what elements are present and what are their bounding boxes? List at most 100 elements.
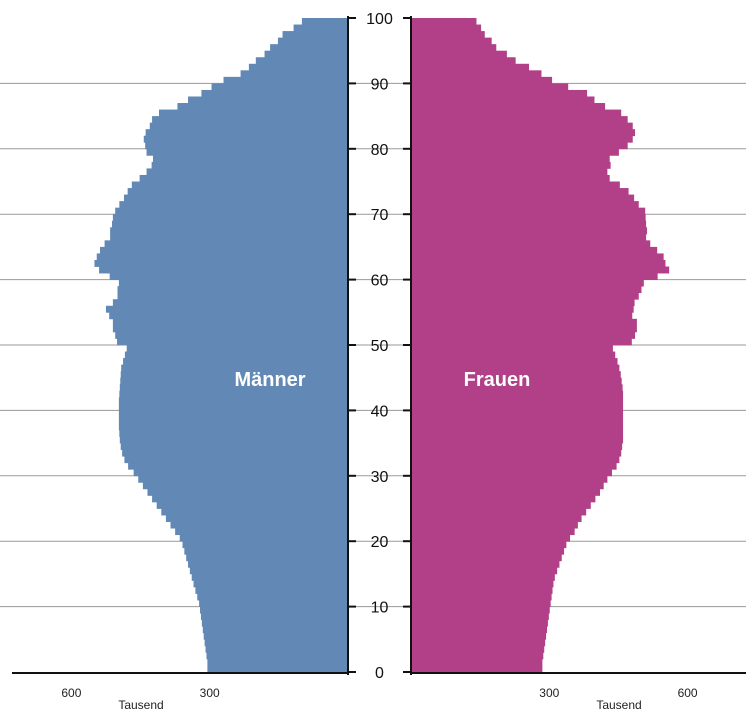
bar-women [411,181,620,189]
bar-men [175,528,348,536]
age-tick-labels: 0 10 20 30 40 50 60 70 80 90 100 [348,11,411,682]
age-tick-label: 60 [371,273,389,290]
bar-women [411,345,613,352]
bar-men [94,259,348,267]
bar-men [117,338,348,346]
x-unit-label-left: Tausend [118,698,163,712]
bar-women [411,31,485,39]
bar-men [207,658,348,666]
bar-men [126,345,348,352]
bar-men [118,397,349,405]
bar-women [411,488,601,496]
bar-women [411,305,634,313]
bar-women [411,201,639,209]
bar-women [411,390,624,398]
bar-men [111,220,348,228]
bar-men [188,96,348,104]
bar-men [127,188,348,195]
bar-women [411,652,544,660]
bar-women [411,573,555,581]
bar-women [411,410,624,418]
bar-women [411,240,651,248]
bar-men [200,613,348,621]
bar-men [110,233,349,241]
bar-men [293,24,348,32]
bar-men [197,593,348,601]
bar-women [411,619,548,627]
bar-women [411,593,552,601]
bar-men [110,227,349,235]
series-label-men: Männer [234,369,305,391]
bar-men [146,168,348,176]
bar-women [411,214,646,222]
bar-men [152,116,348,124]
bar-women [411,253,664,261]
bar-men [145,129,348,137]
bar-women [411,207,646,215]
bar-men [255,57,348,65]
bar-men [282,31,348,39]
bar-women [411,495,596,503]
bar-women [411,50,507,58]
bar-women [411,161,611,169]
bar-men [195,586,348,594]
bar-women [411,364,620,372]
bar-women [411,273,658,280]
bar-women [411,658,543,666]
bar-women [411,188,629,195]
bar-women [411,534,571,542]
bar-men [149,122,348,130]
bar-men [119,390,349,398]
bar-men [123,194,348,202]
bar-women [411,645,545,653]
bar-men [152,155,348,163]
bar-women [411,174,610,182]
bar-men [151,161,348,169]
bar-men [112,325,348,333]
age-tick-label: 0 [375,665,384,682]
bar-women [411,632,547,640]
bar-men [223,76,348,84]
bar-women [411,286,642,294]
bar-men [118,416,349,424]
bar-women [411,83,569,91]
bar-women [411,299,635,307]
age-tick-label: 90 [371,76,389,93]
bar-women [411,148,619,156]
age-tick-label: 50 [371,338,389,355]
bar-women [411,606,550,614]
bar-women [411,600,551,607]
bar-men [145,142,348,150]
age-tick-label: 30 [371,469,389,486]
age-tick-label: 10 [371,600,389,617]
bar-men [124,351,348,359]
bar-women [411,135,633,143]
bar-women [411,37,492,45]
bar-men [142,482,348,490]
bar-women [411,613,549,621]
men-bars [94,18,349,673]
age-tick-label: 20 [371,534,389,551]
bar-women [411,423,624,431]
bar-men [99,266,348,274]
bar-men [112,299,348,307]
bar-men [170,521,348,529]
bar-women [411,24,482,32]
bar-men [109,312,349,320]
series-label-women: Frauen [464,369,531,391]
bar-men [158,109,348,117]
bar-women [411,586,553,594]
bar-men [119,384,349,392]
bar-men [184,547,348,555]
bar-women [411,57,516,65]
bar-men [124,456,348,464]
population-tick-labels: 600 600 300 300 [61,686,698,700]
bar-men [122,449,348,457]
bar-women [411,515,582,522]
bar-women [411,384,623,392]
bar-women [411,436,624,444]
bar-women [411,279,644,287]
bar-men [202,626,348,634]
bar-women [411,560,560,568]
bar-women [411,227,648,235]
